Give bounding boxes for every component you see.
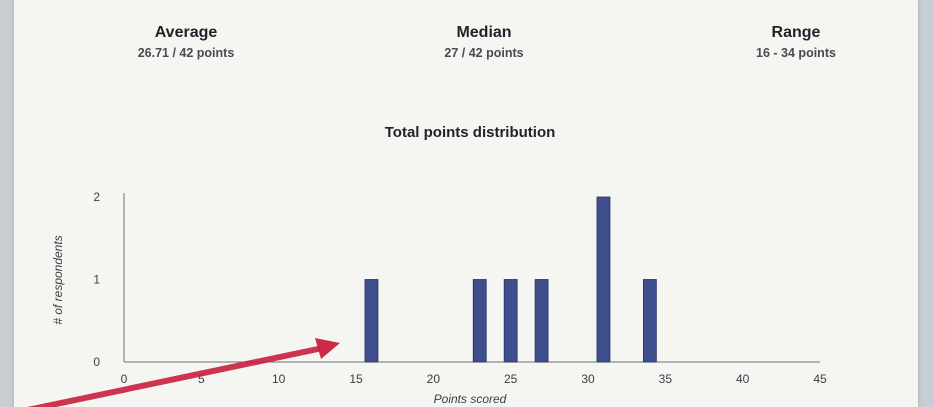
- bar-34: [642, 279, 657, 363]
- summary-card: Average 26.71 / 42 points Median 27 / 42…: [14, 0, 918, 407]
- arrow-head: [315, 338, 340, 359]
- x-tick-label-30: 30: [581, 372, 595, 386]
- median-value: 27 / 42 points: [444, 46, 524, 60]
- hand-drawn-arrow-annotation: [27, 338, 340, 407]
- bar-31: [596, 196, 611, 363]
- chart-ticks: 0 5 10 15 20 25 30 35 40 45 0 1 2: [93, 190, 827, 386]
- x-axis-label: Points scored: [434, 392, 507, 406]
- median-stat: Median 27 / 42 points: [384, 24, 584, 60]
- average-value: 26.71 / 42 points: [137, 46, 235, 60]
- range-label: Range: [771, 24, 821, 41]
- x-tick-label-20: 20: [427, 372, 441, 386]
- chart-title: Total points distribution: [385, 124, 556, 141]
- bar-23: [472, 279, 487, 363]
- y-axis-label: # of respondents: [51, 235, 65, 324]
- arrow-shaft: [27, 346, 321, 407]
- range-stat: Range 16 - 34 points: [696, 24, 896, 60]
- y-tick-label-0: 0: [93, 355, 100, 369]
- chart-axes: [123, 193, 820, 363]
- x-tick-label-45: 45: [813, 372, 827, 386]
- x-tick-label-10: 10: [272, 372, 286, 386]
- average-stat: Average 26.71 / 42 points: [86, 24, 286, 60]
- median-label: Median: [456, 24, 512, 41]
- y-tick-label-1: 1: [93, 273, 100, 287]
- x-tick-label-35: 35: [659, 372, 673, 386]
- average-label: Average: [154, 24, 218, 41]
- x-tick-label-40: 40: [736, 372, 750, 386]
- y-tick-label-2: 2: [93, 190, 100, 204]
- bar-27: [534, 279, 549, 363]
- bar-25: [503, 279, 518, 363]
- chart-bars: [364, 196, 657, 363]
- bar-16: [364, 279, 379, 363]
- x-tick-label-0: 0: [121, 372, 128, 386]
- range-value: 16 - 34 points: [756, 46, 836, 60]
- x-tick-label-5: 5: [198, 372, 205, 386]
- x-tick-label-15: 15: [349, 372, 363, 386]
- x-tick-label-25: 25: [504, 372, 518, 386]
